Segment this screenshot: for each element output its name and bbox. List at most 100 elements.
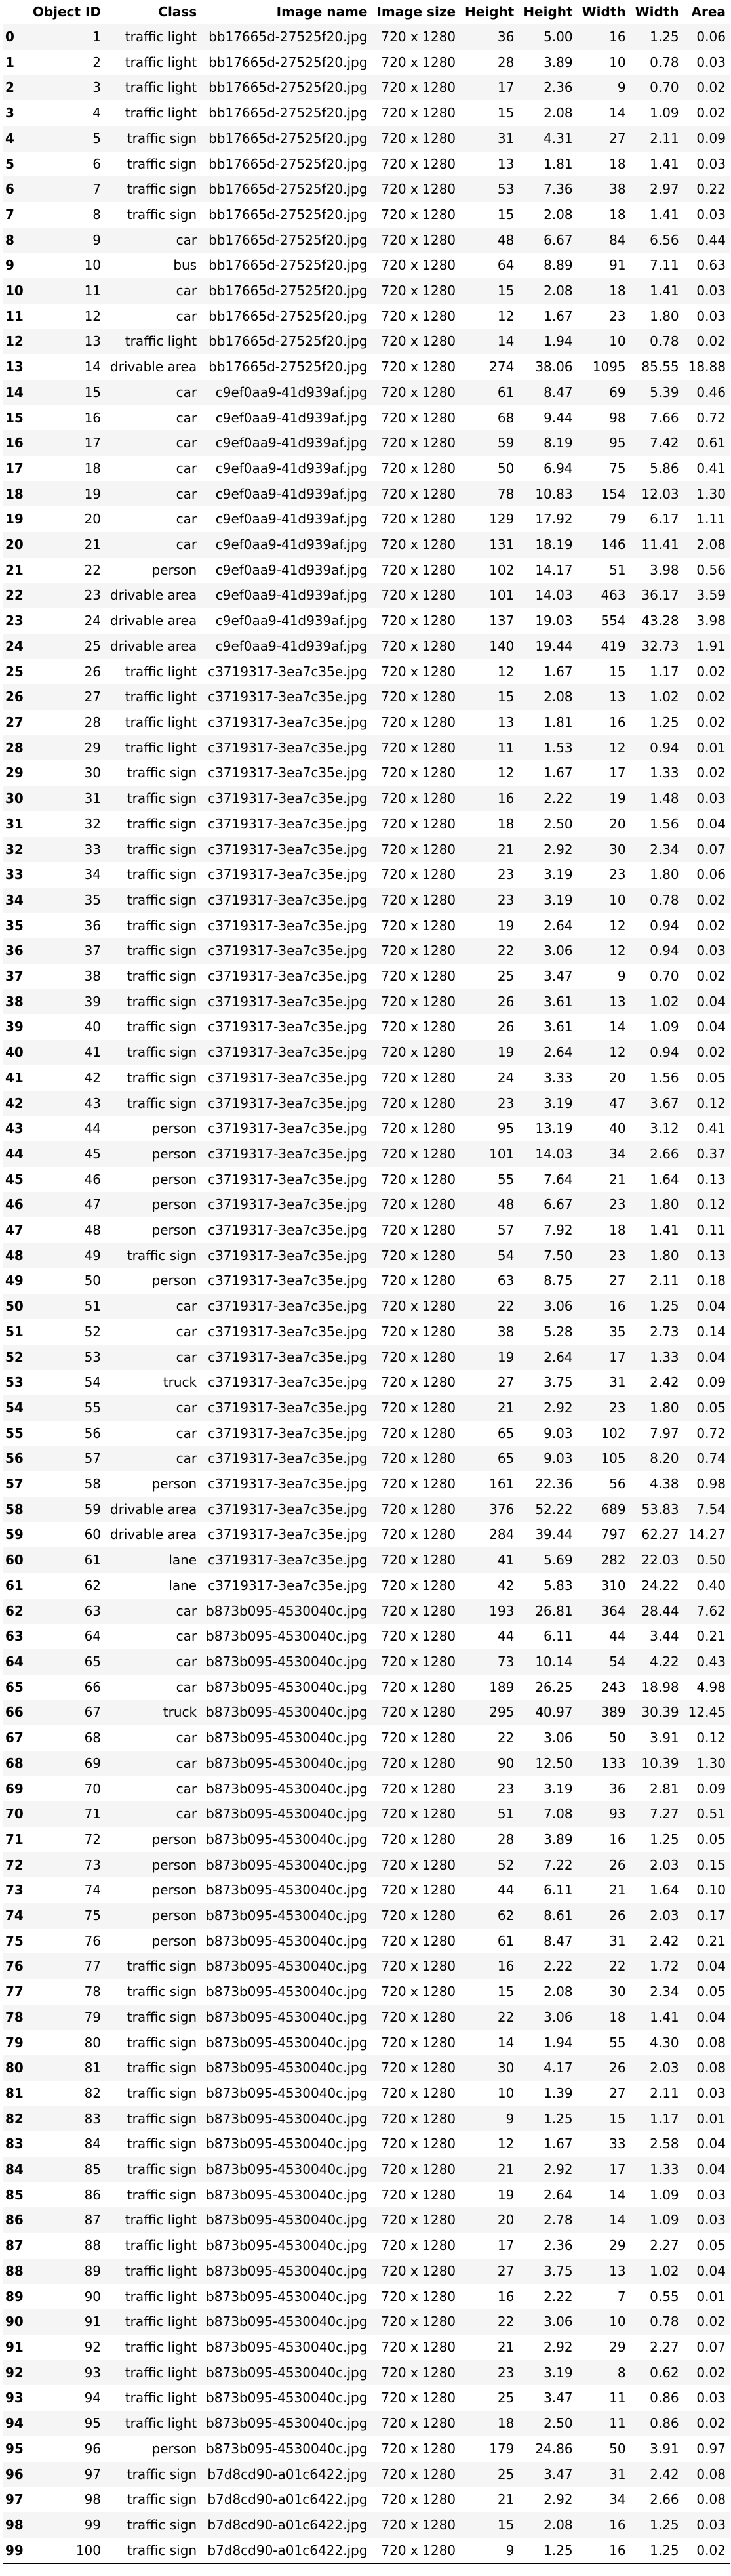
height-px-cell: 73: [497, 1654, 515, 1669]
height-px-cell: 90: [497, 1755, 515, 1771]
table-row: 64 65 car b873b095-4530040c.jpg 720 x 1280 73…: [3, 1649, 730, 1675]
area-cell: 0.72: [696, 1425, 726, 1441]
height-px-cell: 44: [497, 1882, 515, 1898]
width-pct-cell: 2.34: [650, 1984, 679, 2000]
height-px-cell: 21: [497, 2491, 515, 2508]
width-px-cell: 34: [609, 1145, 626, 1162]
object-id-cell: 76: [84, 1932, 102, 1949]
area-cell: 0.04: [696, 2262, 726, 2279]
class-cell: truck: [163, 1374, 197, 1391]
row-index: 94: [5, 2415, 24, 2432]
height-px-cell: 53: [497, 181, 515, 197]
image-size-cell: 720 x 1280: [381, 1958, 456, 1974]
row-index: 33: [5, 867, 24, 883]
width-px-cell: 15: [609, 663, 626, 680]
width-pct-cell: 2.97: [650, 181, 679, 197]
object-id-cell: 45: [84, 1145, 102, 1162]
class-cell: traffic light: [125, 714, 197, 730]
table-row: 37 38 traffic sign c3719317-3ea7c35e.jpg 720…: [3, 964, 730, 989]
area-cell: 0.05: [696, 1399, 726, 1416]
class-cell: traffic sign: [127, 943, 197, 959]
class-cell: traffic light: [125, 79, 197, 96]
height-pct-cell: 7.36: [543, 181, 573, 197]
area-cell: 0.09: [696, 130, 726, 146]
table-row: 51 52 car c3719317-3ea7c35e.jpg 720 x 1280 38…: [3, 1319, 730, 1345]
row-index: 64: [5, 1654, 24, 1669]
height-pct-cell: 2.92: [543, 2161, 573, 2178]
width-pct-cell: 1.80: [650, 1399, 679, 1416]
object-id-cell: 13: [84, 333, 102, 350]
image-name-cell: c9ef0aa9-41d939af.jpg: [215, 587, 368, 603]
table-row: 8 9 car bb17665d-27525f20.jpg 720 x 1280 48 6.…: [3, 227, 730, 253]
table-row: 2 3 traffic light bb17665d-27525f20.jpg 720 …: [3, 75, 730, 101]
image-name-cell: c3719317-3ea7c35e.jpg: [208, 790, 368, 807]
image-name-cell: b7d8cd90-a01c6422.jpg: [207, 2466, 368, 2482]
height-px-cell: 12: [497, 308, 515, 324]
image-size-cell: 720 x 1280: [381, 790, 456, 807]
object-id-cell: 55: [84, 1399, 102, 1416]
row-index: 97: [5, 2491, 24, 2508]
row-index: 63: [5, 1628, 24, 1645]
height-px-cell: 54: [497, 1247, 515, 1263]
area-cell: 0.03: [696, 155, 726, 172]
width-pct-cell: 7.42: [650, 435, 679, 451]
width-pct-cell: 1.09: [650, 2186, 679, 2203]
image-name-cell: b873b095-4530040c.jpg: [206, 1908, 368, 1924]
object-id-cell: 53: [84, 1349, 102, 1365]
area-cell: 0.03: [696, 2516, 726, 2533]
width-pct-cell: 5.86: [650, 460, 679, 476]
image-size-cell: 720 x 1280: [381, 587, 456, 603]
row-index: 27: [5, 714, 24, 730]
row-index: 77: [5, 1984, 24, 2000]
row-index: 3: [5, 105, 14, 121]
width-pct-cell: 1.48: [650, 790, 679, 807]
height-pct-cell: 6.11: [543, 1628, 573, 1645]
height-pct-cell: 3.33: [543, 1069, 573, 1086]
height-pct-cell: 2.08: [543, 1984, 573, 2000]
image-name-cell: c9ef0aa9-41d939af.jpg: [215, 409, 368, 426]
object-id-cell: 81: [84, 2060, 102, 2076]
row-index: 11: [5, 308, 24, 324]
image-size-cell: 720 x 1280: [381, 54, 456, 70]
height-pct-cell: 3.61: [543, 993, 573, 1010]
object-id-cell: 24: [84, 613, 102, 629]
area-cell: 0.37: [696, 1145, 726, 1162]
image-name-cell: c3719317-3ea7c35e.jpg: [208, 1399, 368, 1416]
area-cell: 18.88: [688, 359, 726, 375]
object-id-cell: 38: [84, 968, 102, 985]
class-cell: person: [151, 1145, 197, 1162]
area-cell: 0.12: [696, 1730, 726, 1746]
row-index: 34: [5, 891, 24, 908]
image-name-cell: c3719317-3ea7c35e.jpg: [208, 1247, 368, 1263]
table-row: 27 28 traffic light c3719317-3ea7c35e.jpg 72…: [3, 710, 730, 735]
image-size-cell: 720 x 1280: [381, 283, 456, 299]
image-size-cell: 720 x 1280: [381, 638, 456, 654]
height-pct-cell: 52.22: [535, 1501, 573, 1517]
area-cell: 7.54: [696, 1501, 726, 1517]
image-name-cell: c3719317-3ea7c35e.jpg: [208, 815, 368, 832]
object-id-cell: 28: [84, 714, 102, 730]
class-cell: car: [176, 1450, 197, 1467]
row-index: 60: [5, 1552, 24, 1568]
height-pct-cell: 3.89: [543, 1831, 573, 1847]
height-px-cell: 17: [497, 79, 515, 96]
image-size-cell: 720 x 1280: [381, 867, 456, 883]
width-px-cell: 463: [601, 587, 626, 603]
area-cell: 1.11: [696, 511, 726, 527]
class-cell: traffic sign: [127, 891, 197, 908]
object-id-cell: 4: [92, 105, 102, 121]
height-pct-cell: 2.22: [543, 790, 573, 807]
width-pct-cell: 1.56: [650, 1069, 679, 1086]
row-index: 9: [5, 257, 14, 274]
table-row: 76 77 traffic sign b873b095-4530040c.jpg 720…: [3, 1953, 730, 1980]
image-name-cell: b873b095-4530040c.jpg: [206, 2238, 368, 2254]
class-cell: traffic light: [125, 689, 197, 705]
image-name-cell: bb17665d-27525f20.jpg: [208, 79, 368, 96]
width-px-cell: 40: [609, 1120, 626, 1137]
width-pct-cell: 2.03: [650, 1908, 679, 1924]
image-name-cell: b873b095-4530040c.jpg: [206, 1603, 368, 1619]
table-row: 1 2 traffic light bb17665d-27525f20.jpg 720 …: [3, 50, 730, 75]
width-pct-cell: 2.58: [650, 2136, 679, 2152]
height-pct-cell: 14.03: [535, 587, 573, 603]
table-row: 96 97 traffic sign b7d8cd90-a01c6422.jpg 720…: [3, 2461, 730, 2487]
